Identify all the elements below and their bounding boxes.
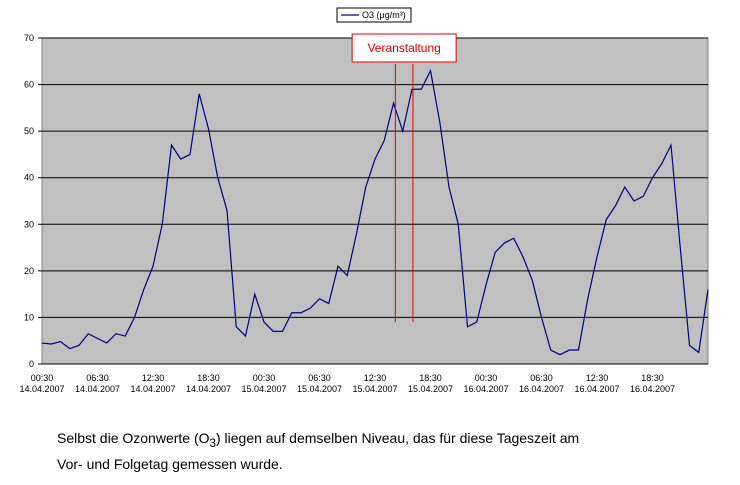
- caption-line: Selbst die Ozonwerte (O3) liegen auf dem…: [57, 428, 579, 454]
- caption-sub: 3: [209, 436, 216, 450]
- x-tick-date: 15.04.2007: [352, 384, 397, 394]
- annotation-label: Veranstaltung: [367, 41, 440, 55]
- x-tick-date: 16.04.2007: [630, 384, 675, 394]
- caption: Selbst die Ozonwerte (O3) liegen auf dem…: [57, 428, 579, 474]
- line-series: [41, 68, 709, 356]
- x-tick-date: 14.04.2007: [130, 384, 175, 394]
- x-tick-label: 12:30: [142, 373, 165, 383]
- x-tick-label: 06:30: [86, 373, 109, 383]
- annotation-box: [351, 33, 457, 63]
- y-tick-label: 60: [24, 80, 34, 90]
- y-tick-label: 70: [24, 33, 34, 43]
- y-tick-label: 0: [29, 359, 34, 369]
- plot-area: [41, 37, 709, 365]
- x-tick-date: 15.04.2007: [408, 384, 453, 394]
- x-tick-label: 18:30: [419, 373, 442, 383]
- chart: 01020304050607000:3014.04.200706:3014.04…: [19, 7, 709, 394]
- x-tick-label: 18:30: [197, 373, 220, 383]
- y-tick-label: 50: [24, 126, 34, 136]
- y-tick-label: 10: [24, 312, 34, 322]
- x-tick-label: 00:30: [253, 373, 276, 383]
- x-tick-date: 16.04.2007: [574, 384, 619, 394]
- x-tick-date: 15.04.2007: [297, 384, 342, 394]
- caption-text: ) liegen auf demselben Niveau, das für d…: [216, 430, 580, 446]
- x-tick-label: 18:30: [641, 373, 664, 383]
- x-tick-date: 14.04.2007: [186, 384, 231, 394]
- y-tick-label: 40: [24, 173, 34, 183]
- x-tick-label: 06:30: [308, 373, 331, 383]
- x-tick-label: 06:30: [530, 373, 553, 383]
- x-tick-label: 12:30: [586, 373, 609, 383]
- x-tick-label: 00:30: [475, 373, 498, 383]
- y-tick-label: 20: [24, 266, 34, 276]
- caption-text: Selbst die Ozonwerte (O: [57, 430, 210, 446]
- x-tick-date: 15.04.2007: [241, 384, 286, 394]
- legend-box: [336, 7, 412, 23]
- x-tick-date: 16.04.2007: [519, 384, 564, 394]
- legend-label: O3 (µg/m³): [362, 10, 406, 20]
- x-tick-date: 14.04.2007: [75, 384, 120, 394]
- caption-line: Vor- und Folgetag gemessen wurde.: [57, 455, 283, 472]
- x-tick-date: 14.04.2007: [19, 384, 64, 394]
- x-tick-label: 12:30: [364, 373, 387, 383]
- y-tick-label: 30: [24, 219, 34, 229]
- x-tick-date: 16.04.2007: [463, 384, 508, 394]
- x-tick-label: 00:30: [31, 373, 54, 383]
